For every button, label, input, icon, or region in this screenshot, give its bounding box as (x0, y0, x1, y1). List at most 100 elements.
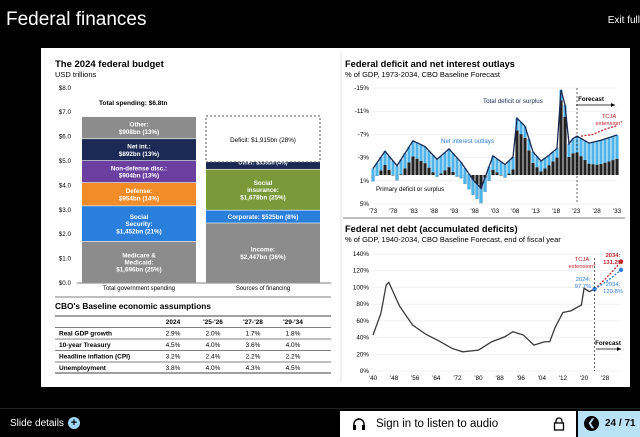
primary-bar (591, 164, 595, 175)
interest-bar (611, 136, 615, 161)
table-cell: 2.2% (246, 354, 261, 361)
budget-segment (82, 116, 196, 139)
budget-segment-label: $1,678bn (25%) (240, 194, 286, 201)
debt-subtitle: % of GDP, 1940-2034, CBO Baseline Foreca… (345, 235, 561, 244)
primary-bar (383, 164, 387, 175)
interest-bar (567, 143, 571, 158)
budget-subtitle: USD trillions (55, 70, 97, 79)
assumptions-table: 2024 '25-'26 '27-'28 '29-'34 Real GDP growth… (55, 315, 331, 374)
debt-y-tick: 120% (353, 268, 370, 275)
budget-segment-label: $954bn (14%) (119, 195, 159, 202)
budget-segment-label: Net int.: (127, 144, 150, 151)
primary-bar (379, 170, 383, 175)
prev-slide-icon[interactable]: ❮ (584, 416, 599, 431)
primary-bar (599, 163, 603, 175)
budget-title: The 2024 federal budget (55, 59, 165, 70)
audio-signin-button[interactable]: Sign in to listen to audio (340, 411, 576, 437)
primary-bar (495, 172, 499, 175)
page-count: 24 / 71 (605, 418, 636, 429)
debt-chart: 0% 20% 40% 60% 80% 100% 120% 140% '40 '48 '56 '64 '7… (353, 251, 624, 382)
interest-bar (447, 148, 451, 168)
deficit-y-tick: -3% (358, 155, 370, 162)
primary-bar (439, 173, 443, 175)
exit-fullscreen-button[interactable]: Exit full (607, 15, 640, 26)
debt-x-tick: '48 (390, 375, 399, 382)
budget-segment (82, 160, 196, 183)
top-bar: Federal finances Exit full (0, 0, 640, 40)
deficit-subtitle: % of GDP, 1973-2034, CBO Baseline Foreca… (345, 70, 501, 79)
debt-x-tick: '20 (580, 375, 589, 382)
interest-bar (375, 162, 379, 176)
primary-bar (535, 167, 539, 175)
interest-bar (399, 159, 403, 175)
interest-bar (591, 142, 595, 165)
debt-y-tick: 60% (356, 318, 369, 325)
budget-segment-label: Income: (251, 247, 275, 254)
forecast-label: Forecast (578, 96, 604, 103)
primary-bar (387, 169, 391, 175)
interest-bar (471, 179, 475, 196)
primary-bar (587, 163, 591, 175)
budget-segment-label: Medicare & (122, 252, 156, 259)
table-cell: 4.0% (206, 342, 221, 349)
primary-bar (523, 137, 527, 175)
interest-bar (595, 141, 599, 165)
debt-x-tick: '88 (496, 375, 505, 382)
table-cell: 4.0% (206, 365, 221, 372)
debt-y-tick: 80% (356, 301, 369, 308)
interest-bar (371, 168, 375, 182)
debt-x-tick: '96 (517, 375, 526, 382)
interest-bar (451, 153, 455, 172)
debt-y-tick: 40% (356, 335, 369, 342)
interest-bar (603, 138, 607, 163)
primary-bar (615, 158, 619, 175)
debt-y-tick: 100% (353, 284, 370, 291)
interest-bar (419, 144, 423, 161)
debt-tcja-label: extension* (568, 264, 596, 270)
table-cell: 2.4% (206, 354, 221, 361)
slide-chart: The 2024 federal budget USD trillions $0… (55, 52, 625, 382)
tcja-label: TCJA (602, 114, 617, 120)
budget-xlabel-financing: Sources of financing (236, 286, 290, 292)
tcja-line (580, 125, 618, 137)
deficit-x-tick: '78 (389, 208, 398, 215)
interest-bar (551, 151, 555, 162)
budget-segment (82, 182, 196, 206)
budget-segment-label: insurance: (247, 187, 279, 194)
deficit-x-tick: '13 (532, 208, 541, 215)
primary-bar (563, 116, 567, 175)
debt-x-tick: '64 (432, 375, 441, 382)
table-cell: 4.5% (286, 365, 301, 372)
pager: ❮ 24 / 71 (578, 411, 640, 437)
budget-y-tick: $7.0 (59, 109, 72, 116)
interest-bar (615, 134, 619, 159)
audio-label: Sign in to listen to audio (376, 418, 499, 430)
interest-bar (511, 157, 515, 170)
table-cell: Real GDP growth (59, 331, 112, 338)
debt-actual-line (372, 281, 595, 353)
primary-bar (539, 171, 543, 175)
budget-segment-label: $1,452bn (21%) (116, 228, 162, 235)
budget-segment (82, 206, 196, 242)
deficit-title: Federal deficit and net interest outlays (345, 59, 515, 69)
interest-bar (379, 157, 383, 171)
budget-segment (206, 223, 320, 283)
primary-bar (519, 134, 523, 175)
slide-details-link[interactable]: Slide details (10, 418, 64, 429)
table-header: '29-'34 (283, 319, 303, 326)
interest-bar (479, 188, 483, 204)
interest-bar (507, 160, 511, 174)
plus-icon[interactable]: + (68, 417, 80, 429)
interest-bar (415, 142, 419, 159)
budget-y-tick: $6.0 (59, 134, 72, 141)
budget-segment (82, 241, 196, 283)
interest-bar (423, 146, 427, 164)
primary-bar (423, 163, 427, 175)
bottom-bar: Slide details + Sign in to listen to aud… (0, 408, 640, 437)
primary-bar (547, 165, 551, 175)
budget-y-tick: $2.0 (59, 231, 72, 238)
debt-y-tick: 20% (356, 351, 369, 358)
interest-bar (411, 140, 415, 157)
interest-bar (467, 173, 471, 190)
interest-bar (543, 158, 547, 169)
